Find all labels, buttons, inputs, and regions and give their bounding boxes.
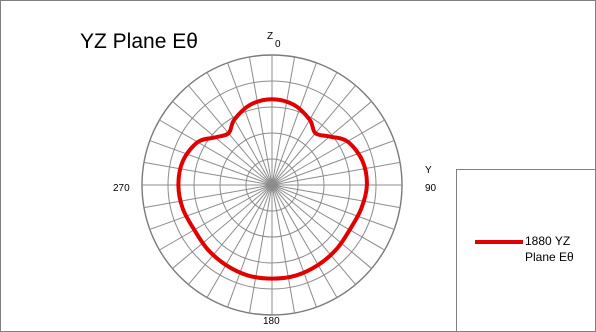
grid-spoke bbox=[143, 184, 273, 209]
grid-spoke bbox=[271, 161, 401, 186]
grid-spoke bbox=[188, 85, 273, 186]
grid-spoke bbox=[188, 184, 273, 285]
angle-label-90: 90 bbox=[425, 183, 437, 194]
grid-spoke bbox=[271, 101, 372, 186]
legend-label: 1880 YZ Plane Eθ bbox=[525, 234, 574, 264]
grid-spoke bbox=[271, 184, 401, 209]
angle-label-180: 180 bbox=[263, 316, 280, 327]
grid-spoke bbox=[271, 184, 356, 285]
series-line bbox=[176, 97, 369, 281]
grid-spoke bbox=[271, 184, 385, 251]
grid-spoke bbox=[206, 184, 273, 298]
grid-spoke bbox=[227, 184, 273, 308]
grid-spoke bbox=[143, 161, 273, 186]
grid-spoke bbox=[149, 140, 273, 186]
angle-label-270: 270 bbox=[113, 183, 130, 194]
grid-spoke bbox=[271, 184, 296, 314]
grid-spoke bbox=[227, 62, 273, 186]
grid-spoke bbox=[271, 184, 338, 298]
grid-spoke bbox=[159, 119, 273, 186]
grid-spoke bbox=[206, 72, 273, 186]
grid-spoke bbox=[271, 72, 338, 186]
grid-spoke bbox=[271, 119, 385, 186]
polar-grid bbox=[141, 54, 403, 316]
grid-spoke bbox=[271, 62, 317, 186]
axis-letter-y: Y bbox=[425, 165, 432, 176]
legend: 1880 YZ Plane Eθ bbox=[456, 169, 595, 331]
grid-spoke bbox=[271, 184, 395, 230]
chart-title: YZ Plane Eθ bbox=[80, 30, 198, 53]
grid-spoke bbox=[271, 140, 395, 186]
grid-spoke bbox=[172, 101, 273, 186]
grid-spoke bbox=[149, 184, 273, 230]
series-layer bbox=[176, 97, 369, 281]
axis-letter-z: Z bbox=[267, 31, 274, 42]
grid-spoke bbox=[248, 56, 273, 186]
angle-label-0: 0 bbox=[275, 39, 281, 50]
grid-spoke bbox=[271, 56, 296, 186]
legend-swatch bbox=[475, 240, 523, 244]
grid-spoke bbox=[271, 184, 372, 269]
grid-spoke bbox=[159, 184, 273, 251]
grid-spoke bbox=[172, 184, 273, 269]
grid-spoke bbox=[248, 184, 273, 314]
grid-spoke bbox=[271, 85, 356, 186]
grid-spoke bbox=[271, 184, 317, 308]
